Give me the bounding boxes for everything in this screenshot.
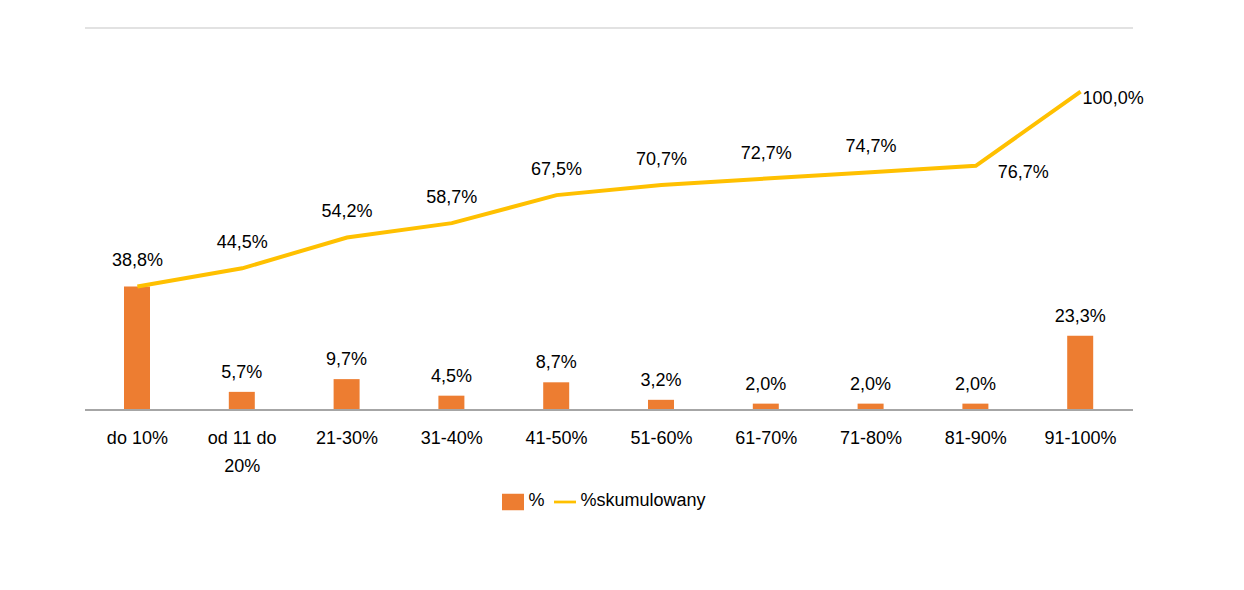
svg-text:9,7%: 9,7%: [326, 349, 367, 369]
svg-text:70,7%: 70,7%: [636, 149, 687, 169]
svg-text:72,7%: 72,7%: [741, 143, 792, 163]
svg-text:71-80%: 71-80%: [840, 428, 902, 448]
svg-text:38,8%: 38,8%: [112, 250, 163, 270]
svg-text:od 11 do20%: od 11 do20%: [208, 428, 277, 476]
svg-text:23,3%: 23,3%: [1055, 306, 1106, 326]
svg-text:4,5%: 4,5%: [431, 366, 472, 386]
svg-text:31-40%: 31-40%: [421, 428, 483, 448]
svg-text:5,7%: 5,7%: [221, 362, 262, 382]
svg-text:58,7%: 58,7%: [426, 187, 477, 207]
svg-text:44,5%: 44,5%: [217, 232, 268, 252]
svg-text:54,2%: 54,2%: [321, 201, 372, 221]
svg-text:do 10%: do 10%: [107, 428, 168, 448]
svg-text:61-70%: 61-70%: [735, 428, 797, 448]
svg-text:21-30%: 21-30%: [316, 428, 378, 448]
svg-text:81-90%: 81-90%: [945, 428, 1007, 448]
svg-text:2,0%: 2,0%: [850, 374, 891, 394]
svg-text:67,5%: 67,5%: [531, 159, 582, 179]
svg-text:74,7%: 74,7%: [845, 136, 896, 156]
svg-text:76,7%: 76,7%: [998, 162, 1049, 182]
svg-text:41-50%: 41-50%: [526, 428, 588, 448]
svg-text:2,0%: 2,0%: [955, 374, 996, 394]
svg-text:91-100%: 91-100%: [1045, 428, 1117, 448]
svg-text:3,2%: 3,2%: [640, 370, 681, 390]
svg-text:51-60%: 51-60%: [630, 428, 692, 448]
svg-text:100,0%: 100,0%: [1083, 88, 1144, 108]
svg-text:2,0%: 2,0%: [745, 374, 786, 394]
svg-text:8,7%: 8,7%: [536, 352, 577, 372]
html-text:%skumulowany: %skumulowany: [580, 490, 706, 510]
